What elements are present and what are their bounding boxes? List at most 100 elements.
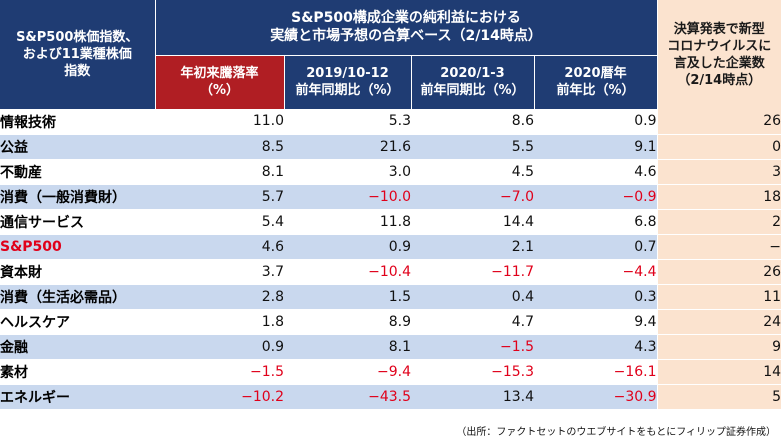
header-right-line-4: （2/14時点） — [677, 72, 762, 88]
cell-covid-count: 11 — [656, 283, 782, 309]
cell-year: 0.7 — [534, 233, 658, 259]
cell-covid-count: 26 — [656, 109, 782, 134]
cell-ytd: 11.0 — [155, 109, 284, 134]
header-col-ytd: 年初来騰落率 （%） — [155, 55, 285, 109]
row-name: 消費（生活必需品） — [0, 283, 155, 309]
header-sector-index: S&P500株価指数、 および11業種株価 指数 — [0, 0, 156, 110]
cell-ytd: 0.9 — [155, 333, 284, 359]
header-col-ytd-line-2: （%） — [199, 83, 240, 99]
cell-q1: 4.5 — [411, 158, 534, 184]
cell-ytd: 8.5 — [155, 133, 284, 159]
cell-q1: −1.5 — [411, 333, 534, 359]
cell-ytd: −10.2 — [155, 383, 284, 409]
table-row: 消費（生活必需品） 2.8 1.5 0.4 0.3 11 — [0, 283, 782, 309]
header-left-line-1: S&P500株価指数、 — [16, 29, 139, 45]
row-name: 公益 — [0, 133, 155, 159]
cell-year: 4.6 — [534, 158, 658, 184]
header-left-line-3: 指数 — [64, 63, 91, 79]
cell-ytd: 2.8 — [155, 283, 284, 309]
table-row: 消費（一般消費財） 5.7 −10.0 −7.0 −0.9 18 — [0, 183, 782, 209]
cell-q4: −10.0 — [284, 183, 411, 209]
row-name: 通信サービス — [0, 208, 155, 234]
cell-q4: 1.5 — [284, 283, 411, 309]
header-net-income-group: S&P500構成企業の純利益における 実績と市場予想の合算ベース（2/14時点） — [155, 0, 658, 56]
cell-ytd: 5.7 — [155, 183, 284, 209]
cell-q4: 3.0 — [284, 158, 411, 184]
cell-year: 4.3 — [534, 333, 658, 359]
cell-covid-count: − — [656, 233, 782, 259]
header-col-q1-line-2: 前年同期比（%） — [420, 83, 525, 99]
cell-ytd: 3.7 — [155, 258, 284, 284]
cell-year: −16.1 — [534, 358, 658, 384]
cell-ytd: 5.4 — [155, 208, 284, 234]
cell-q1: −11.7 — [411, 258, 534, 284]
source-note: （出所：ファクトセットのウエブサイトをもとにフィリップ証券作成） — [456, 427, 776, 438]
cell-year: 0.3 — [534, 283, 658, 309]
table-row: 資本財 3.7 −10.4 −11.7 −4.4 26 — [0, 258, 782, 284]
cell-q4: 8.1 — [284, 333, 411, 359]
cell-q4: 21.6 — [284, 133, 411, 159]
row-name: 資本財 — [0, 258, 155, 284]
cell-q1: 2.1 — [411, 233, 534, 259]
cell-year: 6.8 — [534, 208, 658, 234]
cell-q4: 0.9 — [284, 233, 411, 259]
table-row: 公益 8.5 21.6 5.5 9.1 0 — [0, 133, 782, 159]
row-name: 情報技術 — [0, 109, 155, 134]
table-row: 情報技術 11.0 5.3 8.6 0.9 26 — [0, 109, 782, 134]
table-row: 金融 0.9 8.1 −1.5 4.3 9 — [0, 333, 782, 359]
cell-q4: −10.4 — [284, 258, 411, 284]
header-right-line-2: コロナウイルスに — [667, 38, 772, 54]
cell-q1: 5.5 — [411, 133, 534, 159]
header-top-line-1: S&P500構成企業の純利益における — [291, 10, 521, 27]
table-row: 通信サービス 5.4 11.8 14.4 6.8 2 — [0, 208, 782, 234]
cell-year: −4.4 — [534, 258, 658, 284]
table-row: 不動産 8.1 3.0 4.5 4.6 3 — [0, 158, 782, 184]
header-right-line-3: 言及した企業数 — [673, 55, 765, 71]
cell-covid-count: 0 — [656, 133, 782, 159]
header-col-year-2020: 2020暦年 前年比（%） — [534, 55, 658, 109]
cell-q4: 11.8 — [284, 208, 411, 234]
cell-covid-count: 14 — [656, 358, 782, 384]
cell-ytd: 1.8 — [155, 308, 284, 334]
cell-covid-count: 26 — [656, 258, 782, 284]
cell-q4: 8.9 — [284, 308, 411, 334]
header-col-q1-2020: 2020/1-3 前年同期比（%） — [411, 55, 535, 109]
header-col-ytd-line-1: 年初来騰落率 — [180, 66, 259, 82]
row-name: 素材 — [0, 358, 155, 384]
cell-covid-count: 9 — [656, 333, 782, 359]
cell-q1: 4.7 — [411, 308, 534, 334]
cell-q1: 8.6 — [411, 109, 534, 134]
table-row: エネルギー −10.2 −43.5 13.4 −30.9 5 — [0, 383, 782, 409]
cell-ytd: 8.1 — [155, 158, 284, 184]
cell-covid-count: 24 — [656, 308, 782, 334]
cell-q1: −15.3 — [411, 358, 534, 384]
header-top-line-2: 実績と市場予想の合算ベース（2/14時点） — [270, 28, 542, 45]
table-row: ヘルスケア 1.8 8.9 4.7 9.4 24 — [0, 308, 782, 334]
cell-q4: 5.3 — [284, 109, 411, 134]
header-col-q1-line-1: 2020/1-3 — [440, 66, 505, 82]
cell-q4: −9.4 — [284, 358, 411, 384]
cell-q1: 13.4 — [411, 383, 534, 409]
cell-covid-count: 18 — [656, 183, 782, 209]
cell-q1: 0.4 — [411, 283, 534, 309]
cell-q1: −7.0 — [411, 183, 534, 209]
header-col-q4-line-2: 前年同期比（%） — [295, 83, 400, 99]
table-row: 素材 −1.5 −9.4 −15.3 −16.1 14 — [0, 358, 782, 384]
row-name: ヘルスケア — [0, 308, 155, 334]
header-left-line-2: および11業種株価 — [22, 46, 132, 62]
row-name: 消費（一般消費財） — [0, 183, 155, 209]
cell-covid-count: 5 — [656, 383, 782, 409]
earnings-table: S&P500株価指数、 および11業種株価 指数 S&P500構成企業の純利益に… — [0, 0, 782, 409]
cell-ytd: 4.6 — [155, 233, 284, 259]
row-name: エネルギー — [0, 383, 155, 409]
cell-year: 9.1 — [534, 133, 658, 159]
header-col-year-line-2: 前年比（%） — [556, 83, 635, 99]
header-col-year-line-1: 2020暦年 — [564, 66, 627, 82]
header-col-q4-2019: 2019/10-12 前年同期比（%） — [284, 55, 412, 109]
table-row: S&P500 4.6 0.9 2.1 0.7− — [0, 233, 782, 259]
cell-q4: −43.5 — [284, 383, 411, 409]
cell-year: −0.9 — [534, 183, 658, 209]
row-name: 金融 — [0, 333, 155, 359]
cell-covid-count: 3 — [656, 158, 782, 184]
header-covid-mentions: 決算発表で新型 コロナウイルスに 言及した企業数 （2/14時点） — [657, 0, 782, 109]
